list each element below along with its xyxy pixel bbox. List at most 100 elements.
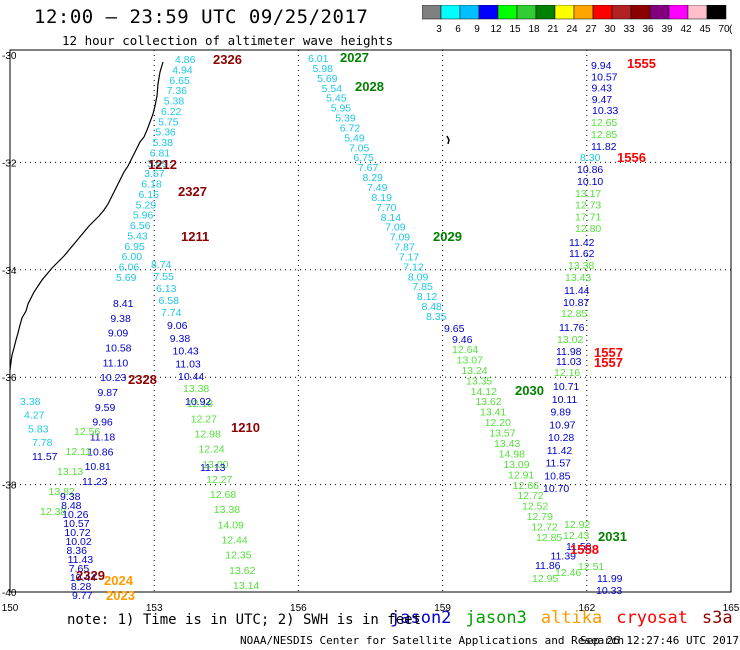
wave-height-label: 11.86 [535,560,561,572]
colorbar-tick-label: 24 [566,24,578,35]
wave-height-label: 10.11 [552,394,578,406]
wave-height-label: 11.44 [564,285,590,297]
wave-height-label: 13.35 [466,375,492,387]
wave-height-label: 13.07 [457,354,483,366]
wave-height-label: 8.48 [421,301,442,313]
wave-height-label: 5.45 [326,93,347,105]
legend-cryosat: cryosat [616,608,688,628]
longitude-label: 165 [723,603,740,614]
pass-time-label: 1210 [231,420,260,435]
wave-height-label: 8.12 [417,291,438,303]
wave-height-label: 13.38 [568,260,594,272]
wave-height-label: 11.39 [551,551,577,563]
wave-height-label: 7.67 [358,162,379,174]
pass-time-label: 1555 [627,56,656,71]
wave-height-label: 6.06 [119,262,140,274]
wave-height-label: 10.44 [178,371,204,383]
wave-height-label: 13.62 [229,565,255,577]
wave-height-label: 10.43 [173,346,199,358]
wave-height-label: 8.30 [580,152,601,164]
colorbar-tick-label: 42 [680,24,692,35]
wave-height-label: 10.28 [548,432,574,444]
wave-height-label: 13.82 [49,486,75,498]
colorbar-tick-label: 33 [623,24,635,35]
wave-height-label: 7.49 [367,182,388,194]
colorbar-tick-label: 12 [490,24,502,35]
colorbar-tick-label: 18 [528,24,540,35]
map-subtitle: 12 hour collection of altimeter wave hei… [62,33,394,48]
wave-height-label: 3.69 [147,158,168,170]
wave-height-label: 14.09 [218,519,244,531]
wave-height-label: 5.83 [28,423,49,435]
wave-height-label: 12.68 [210,489,236,501]
wave-height-label: 5.54 [322,83,343,95]
colorbar-tick-label: 3 [436,24,442,35]
wave-height-label: 13.09 [503,459,529,471]
wave-height-label: 13.13 [57,466,83,478]
footer-credit: NOAA/NESDIS Center for Satellite Applica… [240,634,625,647]
wave-height-label: 8.09 [408,271,429,283]
wave-height-label: 11.76 [559,322,585,334]
wave-height-label: 10.85 [544,470,570,482]
colorbar-tick-label: 9 [474,24,480,35]
wave-height-label: 12.11 [66,446,92,458]
wave-height-label: 4.86 [175,54,196,66]
wave-height-label: 12.16 [554,367,580,379]
wave-height-label: 9.77 [72,590,93,602]
wave-height-label: 11.82 [591,141,617,153]
island [446,135,450,145]
wave-height-label: 5.39 [335,113,356,125]
wave-height-label: 9.43 [592,83,613,95]
wave-height-label: 11.57 [546,458,572,470]
latitude-label: -34 [2,266,17,277]
wave-height-label: 12.85 [536,532,562,544]
wave-height-label: 7.74 [161,307,182,319]
wave-height-label: 10.72 [64,527,90,539]
latitude-label: -30 [2,51,17,62]
wave-height-label: 10.92 [185,396,211,408]
wave-height-label: 13.41 [480,407,506,419]
wave-height-label: 4.27 [24,410,45,422]
wave-height-label: 17.71 [575,211,601,223]
pass-time-label: 1556 [617,150,646,165]
wave-height-label: 8.28 [71,581,92,593]
wave-height-label: 7.17 [399,251,420,263]
wave-height-label: 12.24 [198,444,224,456]
wave-height-label: 10.71 [553,381,579,393]
longitude-label: 153 [146,603,163,614]
wave-height-label: 5.29 [136,199,157,211]
wave-height-label: 12.64 [452,344,478,356]
wave-height-label: 13.38 [214,504,240,516]
wave-height-label: 8.19 [372,192,393,204]
wave-height-label: 8.35 [426,311,447,323]
longitude-label: 156 [290,603,307,614]
wave-height-label: 14.98 [499,448,525,460]
wave-height-label: 9.38 [110,313,131,325]
wave-height-label: 5.96 [133,210,154,222]
wave-height-label: 7.85 [412,281,433,293]
wave-height-label: 11.58 [566,541,592,553]
colorbar-tick-label: 6 [455,24,461,35]
wave-height-label: 5.98 [313,63,334,75]
colorbar-tick-label: 45 [699,24,711,35]
wave-height-label: 12.98 [195,428,221,440]
wave-height-label: 7.09 [390,232,411,244]
wave-height-label: 12.27 [206,474,232,486]
wave-height-label: 5.43 [127,230,148,242]
wave-height-label: 9.89 [551,407,572,419]
pass-time-label: 2024 [104,573,134,588]
wave-height-label: 12.56 [74,426,100,438]
wave-height-label: 5.38 [164,96,185,108]
wave-height-label: 10.81 [85,461,111,473]
colorbar-tick-label: 30 [604,24,616,35]
wave-height-label: 11.10 [103,357,129,369]
wave-height-label: 12.80 [575,223,601,235]
latitude-label: -36 [2,373,17,384]
wave-height-label: 10.23 [100,372,126,384]
colorbar-tick-label: 70 [718,24,730,35]
wave-height-label: 6.72 [340,122,361,134]
pass-time-label: 1211 [181,229,209,244]
wave-height-label: 12.27 [191,413,217,425]
wave-height-label: 10.86 [87,446,113,458]
wave-height-label: 6.01 [308,53,329,65]
